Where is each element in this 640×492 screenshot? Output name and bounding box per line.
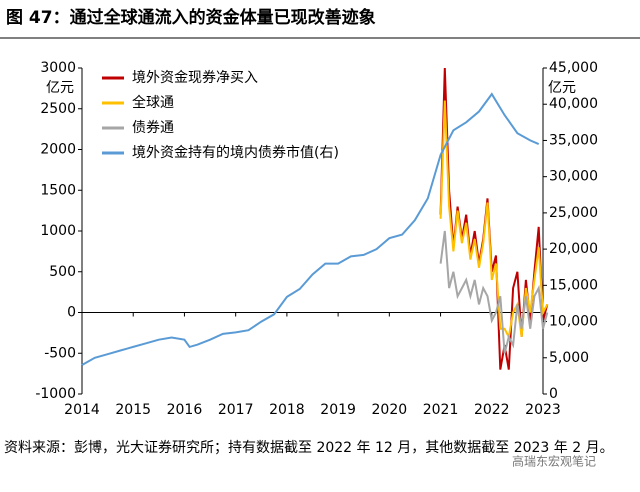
series-line bbox=[439, 230, 549, 354]
y2-tick-label: 15,000 bbox=[549, 277, 598, 293]
y-tick-label: -1000 bbox=[35, 386, 76, 402]
chart-title: 图 47：通过全球通流入的资金体量已现改善迹象 bbox=[6, 7, 376, 28]
source-note: 资料来源：彭博，光大证券研究所；持有数据截至 2022 年 12 月，其他数据截… bbox=[4, 439, 614, 456]
y2-axis-label: 亿元 bbox=[548, 80, 576, 96]
y2-tick-label: 5,000 bbox=[549, 350, 589, 366]
series-line bbox=[439, 100, 549, 340]
legend-label: 境外资金持有的境内债券市值(右) bbox=[132, 144, 339, 161]
y2-tick-label: 10,000 bbox=[549, 314, 598, 330]
x-tick-label: 2018 bbox=[269, 402, 305, 418]
series-line bbox=[81, 92, 540, 366]
y-tick-label: 500 bbox=[49, 264, 76, 280]
y2-tick-label: 40,000 bbox=[549, 96, 598, 112]
legend-label: 境外资金现券净买入 bbox=[132, 70, 258, 86]
y-tick-label: -500 bbox=[44, 345, 76, 361]
y-tick-label: 1500 bbox=[40, 182, 76, 198]
x-tick-label: 2016 bbox=[167, 402, 203, 418]
legend-label: 债券通 bbox=[132, 120, 174, 136]
x-tick-label: 2015 bbox=[115, 402, 151, 418]
x-tick-label: 2020 bbox=[372, 402, 408, 418]
y2-tick-label: 25,000 bbox=[549, 205, 598, 221]
y2-tick-label: 30,000 bbox=[549, 169, 598, 185]
y2-tick-label: 45,000 bbox=[549, 60, 598, 76]
y2-tick-label: 20,000 bbox=[549, 241, 598, 257]
y2-tick-label: 0 bbox=[549, 386, 558, 402]
y-tick-label: 0 bbox=[67, 305, 76, 321]
y2-tick-label: 35,000 bbox=[549, 132, 598, 148]
x-tick-label: 2014 bbox=[64, 402, 100, 418]
x-tick-label: 2023 bbox=[525, 402, 561, 418]
y-tick-label: 1000 bbox=[40, 223, 76, 239]
x-tick-label: 2019 bbox=[320, 402, 356, 418]
x-tick-label: 2021 bbox=[423, 402, 459, 418]
y-tick-label: 2000 bbox=[40, 142, 76, 158]
legend-label: 全球通 bbox=[132, 94, 174, 111]
watermark: 高瑞东宏观笔记 bbox=[512, 454, 596, 469]
x-tick-label: 2017 bbox=[218, 402, 254, 418]
y-axis-label: 亿元 bbox=[46, 80, 74, 96]
x-tick-label: 2022 bbox=[474, 402, 510, 418]
y-tick-label: 2500 bbox=[40, 101, 76, 117]
y-tick-label: 3000 bbox=[40, 60, 76, 76]
